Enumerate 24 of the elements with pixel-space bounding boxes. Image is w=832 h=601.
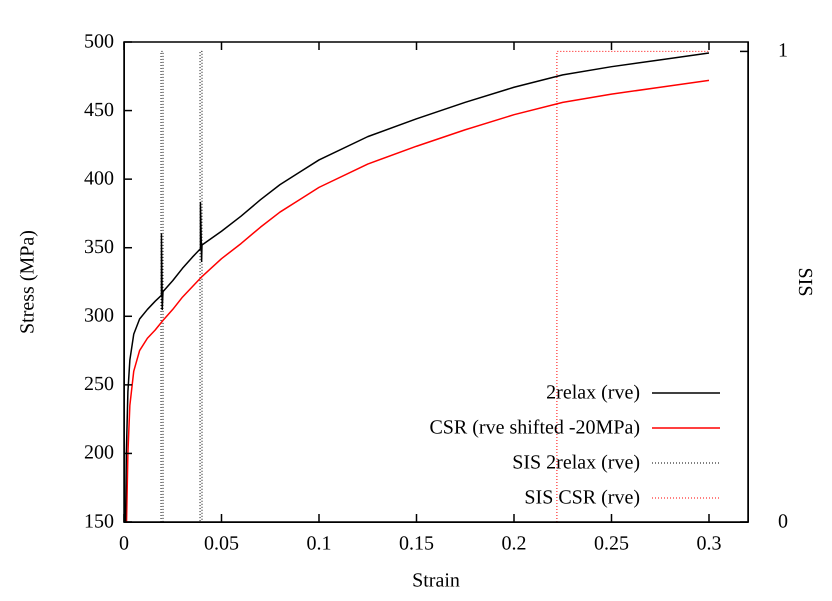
x-tick-label: 0 [119,532,129,554]
legend-label: SIS 2relax (rve) [512,451,640,474]
y2-tick-label: 1 [778,40,788,62]
x-tick-label: 0.1 [306,532,332,554]
x-axis-title: Strain [412,569,460,592]
y-tick-label: 350 [84,236,114,258]
y-tick-label: 400 [84,167,114,190]
y-tick-label: 250 [84,373,114,396]
y2-axis-title: SIS [794,268,816,296]
x-tick-label: 0.2 [502,532,526,554]
y-tick-label: 150 [84,510,114,532]
x-tick-label: 0.3 [696,532,722,554]
x-tick-label: 0.25 [594,532,629,554]
y-axis-title: Stress (MPa) [16,230,38,334]
x-tick-label: 0.05 [204,532,239,554]
y-tick-label: 200 [84,442,114,464]
legend-label: CSR (rve shifted -20MPa) [429,416,640,438]
x-tick-label: 0.15 [399,532,434,554]
y-tick-label: 300 [84,304,114,327]
legend-label: 2relax (rve) [546,381,640,404]
legend-label: SIS CSR (rve) [524,486,640,508]
y-tick-label: 450 [84,98,114,121]
y-tick-label: 500 [84,30,114,52]
y2-tick-label: 0 [778,510,788,532]
